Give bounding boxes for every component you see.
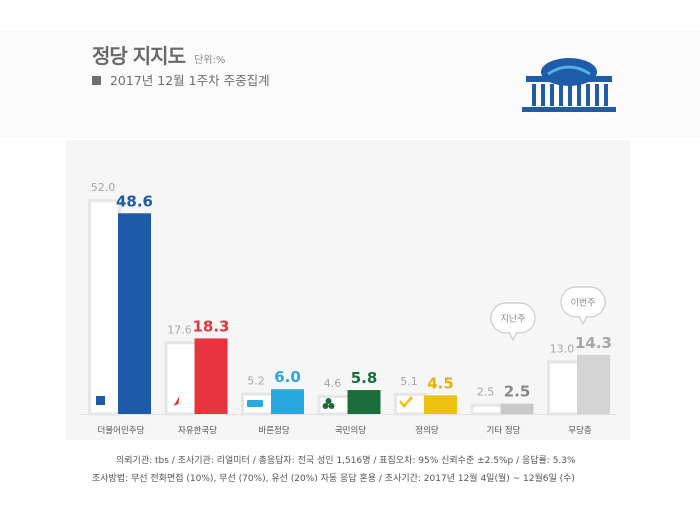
footer-notes: 의뢰기관: tbs / 조사기관: 리얼미터 / 총응답자: 전국 성인 1,5…	[92, 452, 652, 488]
prev-week-bar	[164, 341, 198, 416]
chart-subtitle: 2017년 12월 1주차 주중집계	[109, 73, 270, 88]
this-week-callout-bubble-tail	[578, 315, 588, 326]
title-block: 정당 지지도 단위:%	[92, 40, 225, 69]
minjoo-party-mark-icon	[96, 396, 105, 405]
current-week-bar	[347, 390, 381, 414]
current-week-value-label: 4.5	[427, 374, 454, 392]
current-week-value-label: 18.3	[192, 317, 229, 335]
category-label: 정의당	[415, 425, 439, 436]
current-week-bar	[424, 395, 457, 414]
jeongui-party-mark-icon	[399, 396, 413, 408]
category-label: 무당층	[568, 425, 592, 436]
prev-week-bar	[547, 360, 580, 416]
category-label: 바른정당	[258, 425, 289, 436]
current-week-value-label: 14.3	[575, 334, 612, 352]
prev-week-value-label: 5.2	[247, 375, 265, 388]
category-label: 더불어민주당	[98, 425, 145, 436]
category-label: 국민의당	[335, 425, 366, 436]
prev-week-bar	[88, 199, 121, 416]
current-week-bar	[500, 403, 534, 414]
top-margin	[0, 0, 700, 30]
unit-label: 단위:%	[194, 55, 226, 66]
current-week-value-label: 2.5	[504, 383, 531, 401]
kookmin-party-mark-icon	[325, 398, 332, 404]
category-label: 자유한국당	[178, 425, 217, 436]
prev-week-value-label: 17.6	[167, 323, 192, 336]
bareun-party-mark-icon	[247, 400, 263, 407]
current-week-value-label: 6.0	[274, 368, 301, 386]
square-bullet-icon	[92, 76, 101, 85]
national-assembly-logo	[522, 58, 616, 112]
current-week-bar	[271, 389, 304, 414]
logo-roof	[526, 76, 612, 82]
prev-week-value-label: 52.0	[91, 181, 116, 194]
current-week-bar	[577, 354, 610, 414]
logo-dome-highlight	[547, 65, 591, 76]
kookmin-party-mark-icon-part	[322, 403, 329, 409]
last-week-callout-bubble-tail	[508, 331, 518, 342]
current-week-bar	[118, 213, 151, 414]
kookmin-party-mark-icon-part	[328, 403, 335, 409]
hankook-party-mark-icon	[173, 396, 180, 406]
survey-method-line: 조사방법: 무선 전화면접 (10%), 무선 (70%), 유선 (20%) …	[92, 474, 575, 484]
logo-columns	[532, 84, 608, 106]
survey-info-line: 의뢰기관: tbs / 조사기관: 리얼미터 / 총응답자: 전국 성인 1,5…	[116, 456, 576, 466]
logo-base	[522, 107, 616, 112]
prev-week-value-label: 4.6	[324, 377, 342, 390]
prev-week-value-label: 13.0	[550, 342, 575, 355]
prev-week-value-label: 2.5	[477, 386, 495, 399]
current-week-bar	[194, 338, 228, 414]
chart-title: 정당 지지도	[92, 44, 186, 68]
category-label: 기타 정당	[487, 425, 521, 436]
prev-week-bar	[470, 403, 504, 416]
subtitle-row: 2017년 12월 1주차 주중집계	[92, 70, 270, 89]
current-week-value-label: 5.8	[351, 369, 378, 387]
chart-panel	[66, 140, 630, 440]
last-week-callout-label: 지난주	[501, 314, 526, 325]
this-week-callout-label: 이번주	[571, 298, 596, 309]
bottom-margin	[0, 486, 700, 506]
prev-week-value-label: 5.1	[400, 375, 418, 388]
current-week-value-label: 48.6	[116, 192, 153, 210]
